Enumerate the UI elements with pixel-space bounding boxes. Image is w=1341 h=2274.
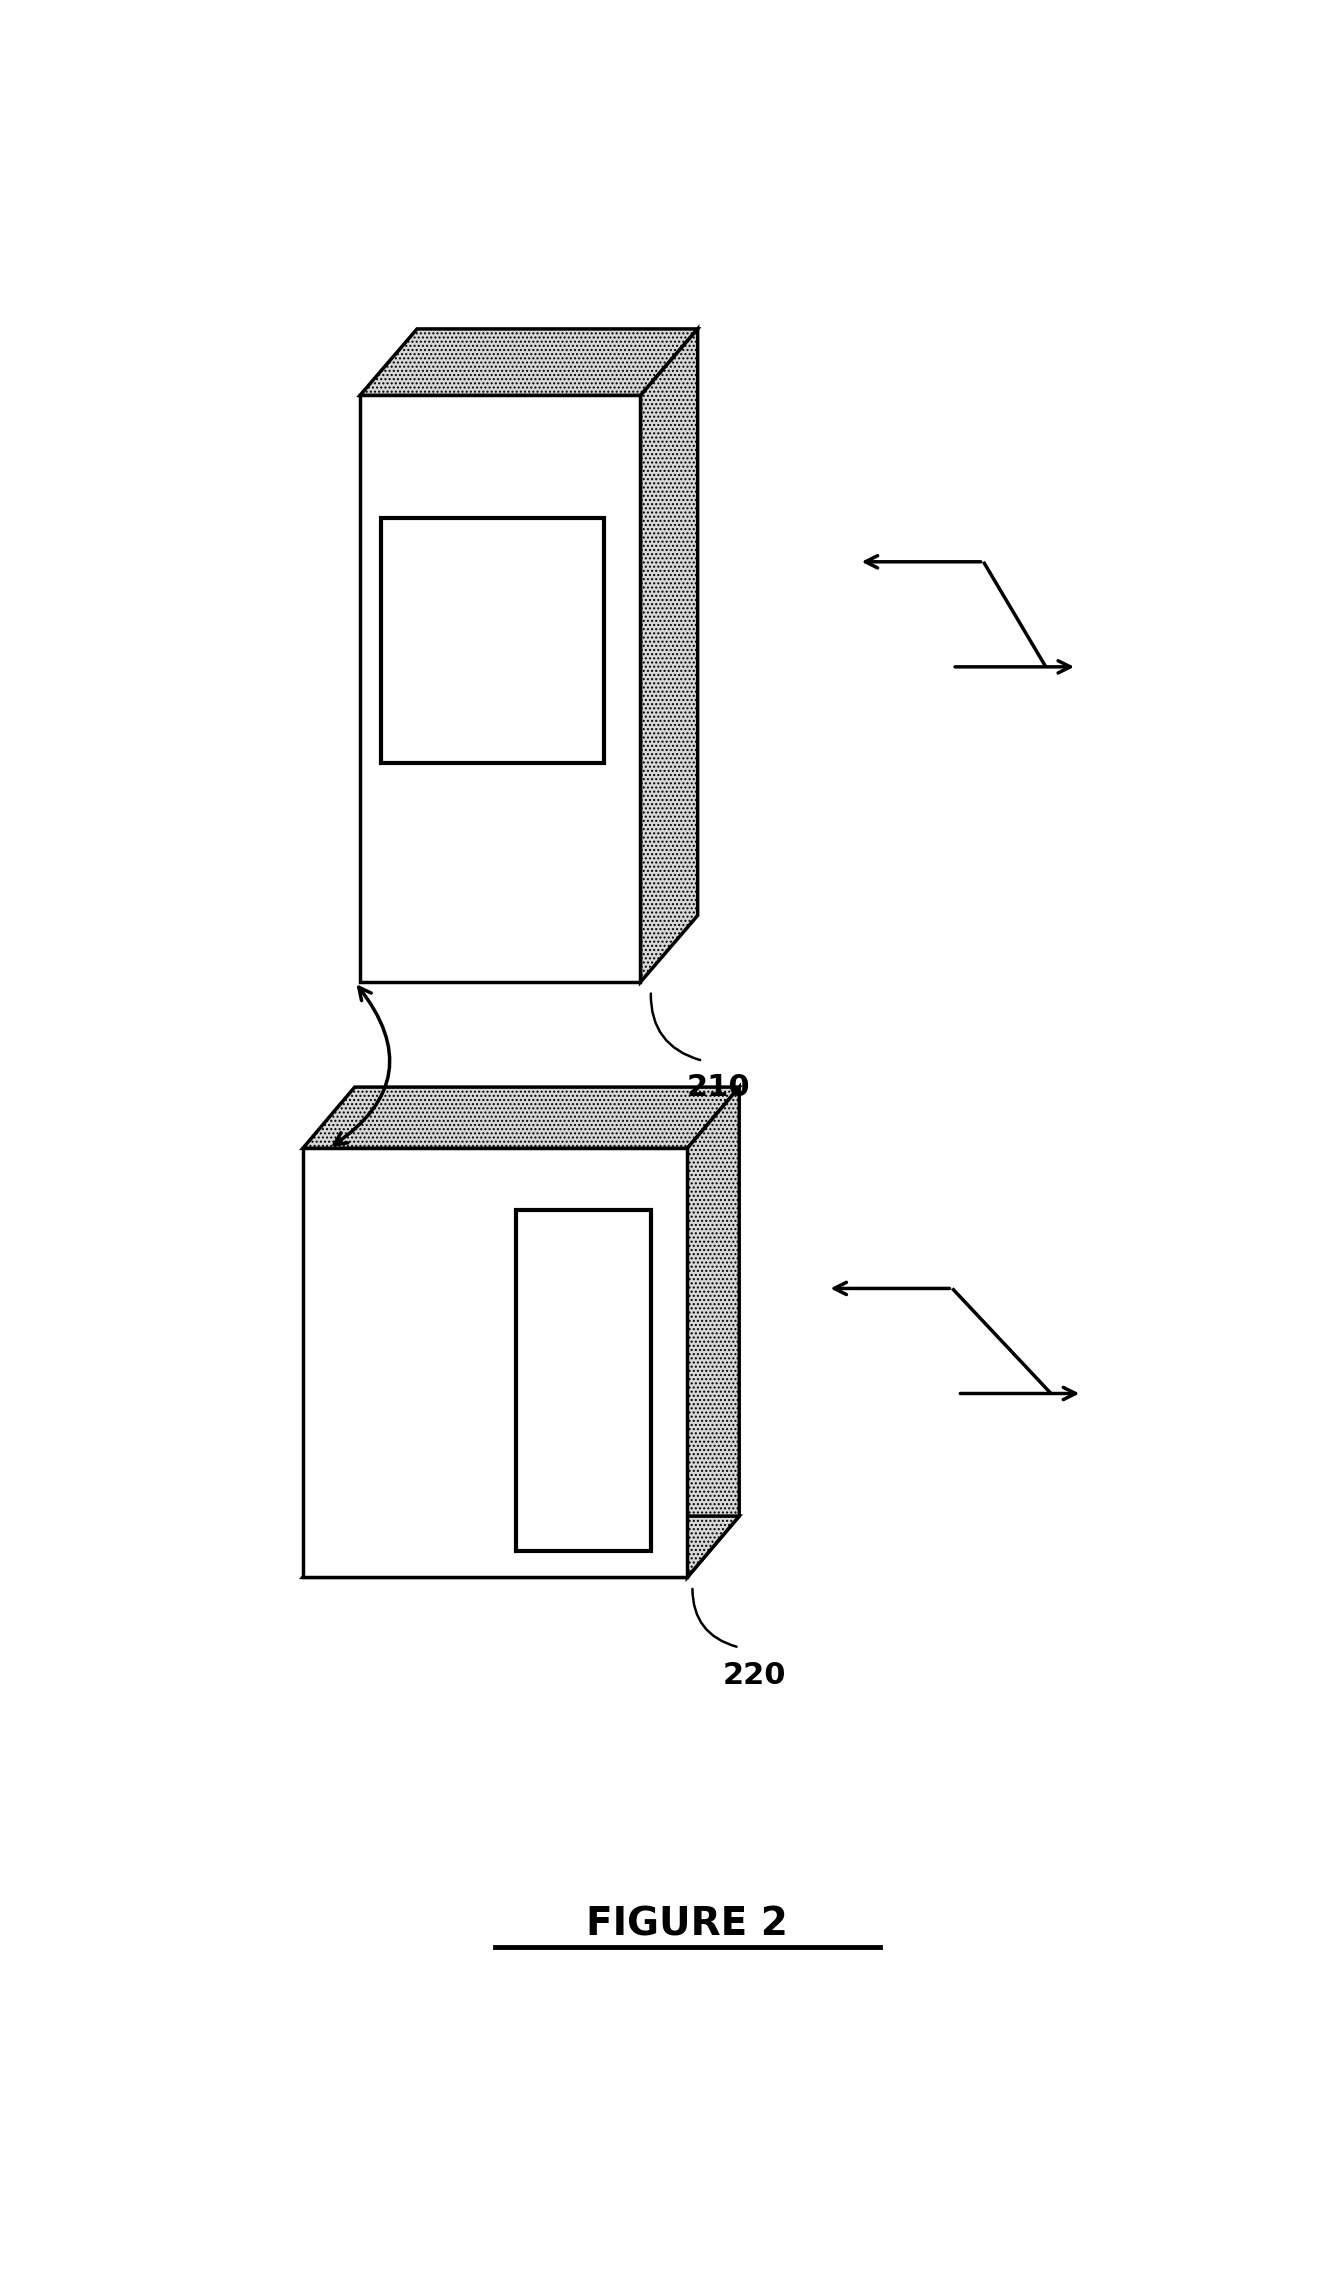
Polygon shape: [303, 1087, 739, 1148]
Polygon shape: [641, 330, 697, 982]
Polygon shape: [359, 396, 641, 982]
Polygon shape: [381, 518, 603, 764]
Polygon shape: [359, 330, 697, 396]
Text: 220: 220: [723, 1662, 787, 1690]
Text: FIGURE 2: FIGURE 2: [586, 1906, 789, 1942]
Polygon shape: [303, 1148, 687, 1578]
Text: 210: 210: [687, 1073, 750, 1103]
Polygon shape: [516, 1210, 650, 1551]
Polygon shape: [303, 1517, 739, 1578]
Polygon shape: [687, 1087, 739, 1578]
